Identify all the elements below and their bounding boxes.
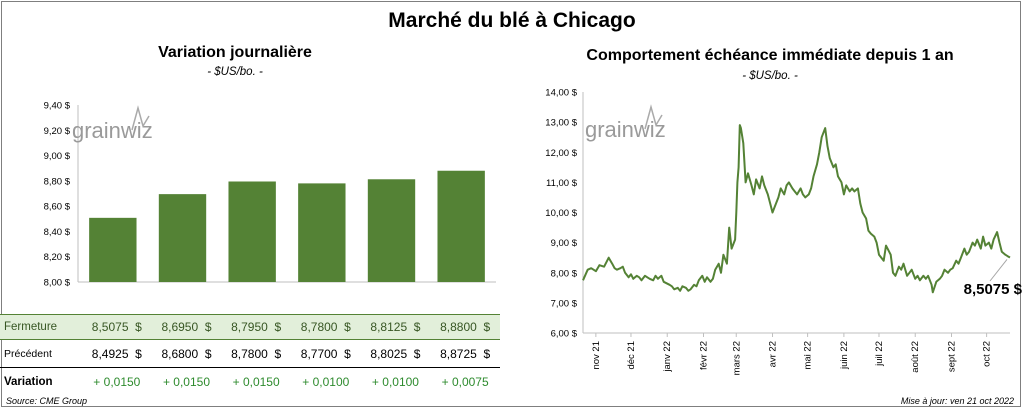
row-label: Fermeture — [4, 321, 58, 333]
table-cell: 8,7700 $ — [300, 346, 351, 361]
watermark-logo: grainwiz — [585, 117, 666, 142]
y-tick-label: 9,40 $ — [44, 101, 71, 112]
table-cell: 8,8800 $ — [440, 320, 491, 334]
y-tick-label: 8,80 $ — [44, 176, 71, 187]
watermark-logo: grainwiz — [72, 118, 153, 143]
table-cell: 8,8125 $ — [370, 320, 421, 334]
y-tick-label: 6,00 $ — [551, 329, 578, 340]
row-label: Précédent — [4, 347, 52, 360]
table-cell: + 0,0100 — [302, 374, 350, 389]
x-category-label: déc 23 — [442, 298, 480, 300]
x-tick-label: août 22 — [910, 341, 921, 373]
y-tick-label: 14,00 $ — [545, 88, 577, 99]
x-tick-label: sept 22 — [947, 341, 958, 372]
table-cell: 8,6950 $ — [161, 320, 212, 334]
y-tick-label: 8,00 $ — [44, 278, 71, 289]
y-tick-label: 9,00 $ — [551, 238, 578, 249]
table-cell: + 0,0075 — [441, 374, 489, 389]
table-row: Fermeture 8,5075 $ 8,6950 $ 8,7950 $ 8,7800 … — [0, 314, 500, 340]
y-tick-label: 8,40 $ — [44, 227, 71, 238]
y-tick-label: 9,00 $ — [44, 151, 71, 162]
x-tick-label: avr 22 — [768, 341, 779, 367]
table-cell: 8,8725 $ — [440, 346, 491, 361]
x-tick-label: nov 21 — [591, 341, 602, 370]
left-chart-title: Variation journalière — [158, 44, 312, 61]
price-table: Fermeture 8,5075 $ 8,6950 $ 8,7950 $ 8,7800 … — [0, 314, 500, 396]
y-tick-label: 10,00 $ — [545, 208, 577, 219]
page-title: Marché du blé à Chicago — [388, 9, 636, 32]
table-cell: + 0,0150 — [162, 374, 210, 389]
x-category-label: mai 23 — [233, 298, 271, 300]
table-cell: + 0,0150 — [232, 374, 280, 389]
last-price-label: 8,5075 $ — [964, 281, 1023, 298]
left-bar-chart: 8,00 $ 8,20 $ 8,40 $ 8,60 $ 8,80 $ 9,00 $ 9,20… — [44, 101, 496, 300]
x-tick-label: oct 22 — [982, 341, 993, 367]
source-note: Source: CME Group — [6, 396, 88, 406]
y-tick-label: 13,00 $ — [545, 118, 577, 129]
y-tick-label: 11,00 $ — [546, 178, 578, 189]
x-category-label: sept 23 — [371, 298, 413, 300]
update-note: Mise à jour: ven 21 oct 2022 — [900, 396, 1014, 406]
watermark-mark — [644, 104, 663, 130]
table-cell: + 0,0100 — [371, 374, 419, 389]
table-cell: 8,4925 $ — [91, 346, 142, 361]
x-category-label: mars 23 — [160, 298, 206, 300]
y-tick-label: 7,00 $ — [551, 298, 578, 309]
price-series-line — [582, 124, 1011, 294]
x-tick-label: mars 22 — [731, 341, 742, 375]
bar-4 — [367, 179, 416, 282]
y-tick-label: 8,00 $ — [551, 268, 578, 279]
table-cell: 8,5075 $ — [91, 320, 142, 334]
x-category-label: déc 22 — [94, 298, 132, 300]
table-row: Précédent 8,4925 $ 8,6800 $ 8,7800 $ 8,7700 … — [0, 340, 500, 368]
y-tick-label: 8,60 $ — [44, 202, 71, 213]
y-tick-label: 12,00 $ — [545, 148, 577, 159]
grainwiz-logo: grainwiz — [72, 105, 153, 143]
x-category-label: juil 23 — [304, 298, 339, 300]
bar-3 — [298, 183, 346, 282]
left-chart-unit: - $US/bo. - — [207, 66, 263, 78]
table-cell: 8,7800 $ — [231, 346, 282, 361]
grainwiz-logo: grainwiz — [585, 104, 666, 142]
row-label: Variation — [4, 375, 53, 388]
x-tick-label: févr 22 — [698, 341, 709, 370]
table-row: Variation + 0,0150 + 0,0150 + 0,0150 + 0,010… — [0, 367, 500, 396]
table-cell: 8,8025 $ — [370, 346, 421, 361]
x-tick-label: mai 22 — [803, 341, 814, 370]
x-tick-label: juil 22 — [874, 341, 885, 367]
bar-0 — [89, 217, 137, 282]
bar-5 — [437, 170, 485, 282]
table-cell: 8,7950 $ — [231, 320, 282, 334]
x-tick-label: janv 22 — [662, 341, 673, 373]
bar-2 — [228, 181, 276, 282]
table-cell: 8,7800 $ — [300, 320, 351, 334]
watermark-mark — [131, 105, 150, 131]
bar-1 — [158, 194, 207, 282]
y-tick-label: 8,20 $ — [44, 252, 71, 263]
y-tick-label: 9,20 $ — [44, 126, 71, 137]
x-tick-label: juin 22 — [839, 341, 850, 370]
right-chart-unit: - $US/bo. - — [742, 70, 798, 82]
table-cell: + 0,0150 — [93, 374, 141, 389]
annotation-leader — [989, 259, 1008, 282]
x-tick-label: déc 21 — [626, 341, 637, 370]
right-chart-title: Comportement échéance immédiate depuis 1… — [586, 47, 954, 64]
table-cell: 8,6800 $ — [161, 346, 212, 361]
